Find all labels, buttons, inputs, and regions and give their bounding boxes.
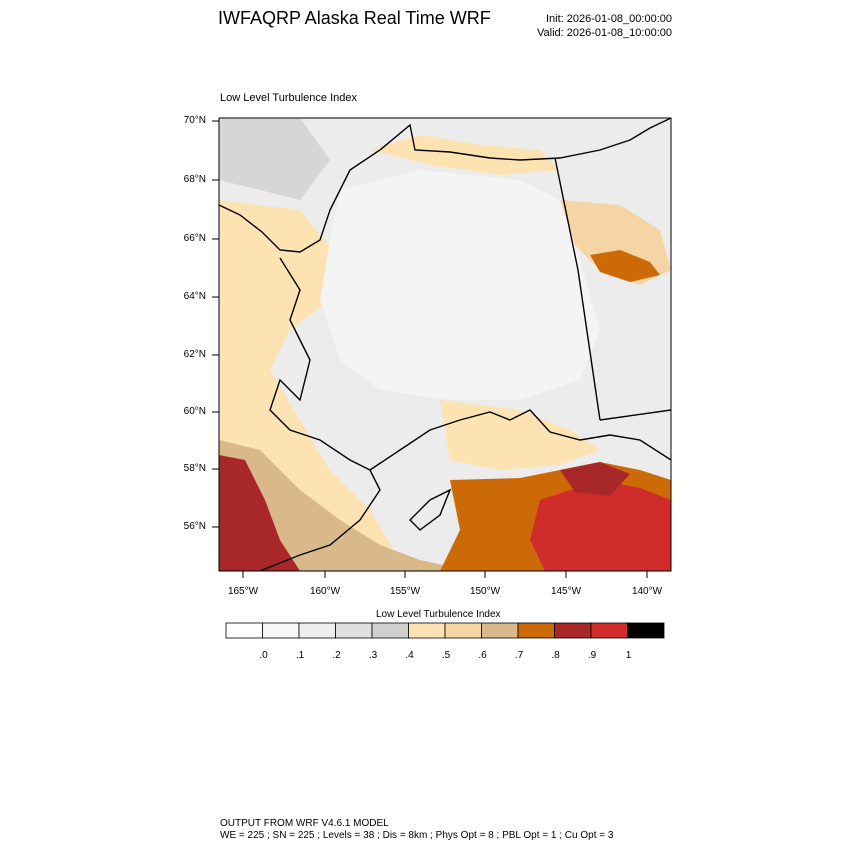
lat-ticks bbox=[212, 120, 219, 528]
colorbar-box-11 bbox=[627, 622, 665, 639]
lat-label-60n: 60°N bbox=[183, 406, 206, 417]
colorbar-box-6 bbox=[444, 622, 482, 639]
colorbar-label-4: .4 bbox=[405, 650, 414, 661]
colorbar-box-4 bbox=[371, 622, 409, 639]
colorbar-label-1: .1 bbox=[295, 650, 305, 661]
colorbar-label-2: .2 bbox=[332, 650, 341, 661]
colorbar-box-10 bbox=[590, 622, 628, 639]
lat-label-70n: 70°N bbox=[183, 115, 206, 126]
colorbar bbox=[225, 622, 665, 639]
field-darkred-west bbox=[219, 455, 300, 571]
colorbar-box-7 bbox=[481, 622, 519, 639]
colorbar-box-8 bbox=[517, 622, 555, 639]
lon-label-150w: 150°W bbox=[469, 586, 501, 597]
init-time: Init: 2026-01-08_00:00:00 bbox=[546, 13, 672, 25]
colorbar-box-0 bbox=[225, 622, 263, 639]
field-beige-north bbox=[370, 135, 560, 175]
lat-label-56n: 56°N bbox=[183, 521, 206, 532]
colorbar-label-10: 1 bbox=[625, 650, 632, 661]
canada-border-east bbox=[599, 409, 671, 421]
colorbar-label-5: .5 bbox=[441, 650, 451, 661]
footer-config: WE = 225 ; SN = 225 ; Levels = 38 ; Dis … bbox=[220, 830, 614, 841]
colorbar-box-3 bbox=[335, 622, 373, 639]
colorbar-label-3: .3 bbox=[368, 650, 378, 661]
figure-title: IWFAQRP Alaska Real Time WRF bbox=[218, 8, 491, 28]
colorbar-label-6: .6 bbox=[478, 650, 487, 661]
coastline-north bbox=[219, 118, 671, 253]
colorbar-label-7: .7 bbox=[514, 650, 524, 661]
lon-label-145w: 145°W bbox=[550, 586, 582, 597]
lon-label-160w: 160°W bbox=[309, 586, 341, 597]
colorbar-label-0: .0 bbox=[259, 650, 268, 661]
colorbar-box-1 bbox=[262, 622, 300, 639]
lat-label-62n: 62°N bbox=[183, 349, 206, 360]
colorbar-box-5 bbox=[408, 622, 446, 639]
lon-label-140w: 140°W bbox=[631, 586, 663, 597]
canada-border bbox=[554, 157, 601, 421]
colorbar-box-9 bbox=[554, 622, 592, 639]
field-beige-cookinlet bbox=[440, 400, 600, 470]
field-tan-south bbox=[219, 440, 470, 571]
field-darkred-gulf bbox=[560, 462, 630, 496]
colorbar-box-2 bbox=[298, 622, 336, 639]
colorbar-label-8: .8 bbox=[551, 650, 560, 661]
coastline-west bbox=[259, 257, 381, 571]
field-orange-east bbox=[590, 250, 660, 282]
field-red-gulf bbox=[530, 480, 671, 571]
colorbar-label-9: .9 bbox=[587, 650, 597, 661]
field-interior-light bbox=[320, 170, 600, 400]
lat-label-64n: 64°N bbox=[183, 291, 206, 302]
map-frame bbox=[218, 117, 672, 572]
coastline-layer bbox=[219, 118, 671, 571]
lon-label-165w: 165°W bbox=[227, 586, 259, 597]
kodiak-island bbox=[409, 488, 452, 531]
lat-label-68n: 68°N bbox=[183, 174, 206, 185]
field-darkgray-nw bbox=[219, 118, 330, 200]
lon-ticks bbox=[242, 571, 648, 578]
lat-label-66n: 66°N bbox=[183, 233, 206, 244]
lat-label-58n: 58°N bbox=[183, 463, 206, 474]
footer-model: OUTPUT FROM WRF V4.6.1 MODEL bbox=[220, 818, 389, 829]
panel-title: Low Level Turbulence Index bbox=[220, 92, 357, 104]
map-field bbox=[219, 118, 671, 571]
lon-label-155w: 155°W bbox=[389, 586, 421, 597]
colorbar-title: Low Level Turbulence Index bbox=[376, 609, 501, 620]
coastline-southcentral bbox=[369, 409, 671, 471]
valid-time: Valid: 2026-01-08_10:00:00 bbox=[537, 27, 672, 39]
